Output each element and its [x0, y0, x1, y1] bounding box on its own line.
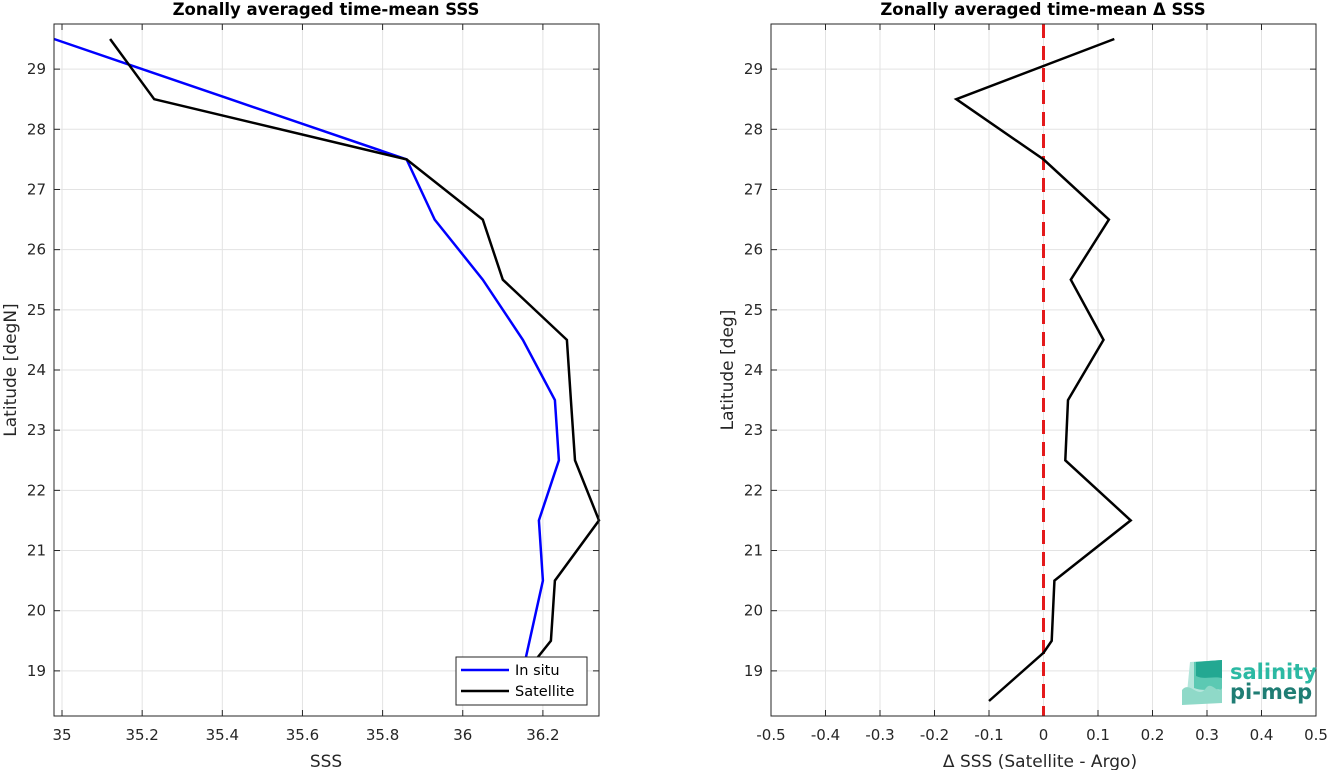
delta-x-tick-label: -0.1	[974, 726, 1003, 744]
delta-sss-panel: -0.5 -0.4 -0.3 -0.2 -0.1 0 0.1 0.2 0.3 0.4 0.5 19 20…	[718, 0, 1328, 770]
sss-x-tick-label: 36	[453, 726, 472, 744]
delta-x-axis-label: Δ SSS (Satellite - Argo)	[943, 752, 1137, 770]
delta-x-tick-label: 0.3	[1195, 726, 1219, 744]
sss-y-tick-label: 25	[27, 301, 46, 319]
sss-x-axis-label: SSS	[310, 752, 342, 770]
delta-y-tick-label: 21	[744, 542, 763, 560]
salinity-pi-mep-logo: salinity pi-mep	[1182, 660, 1317, 705]
legend-satellite-label: Satellite	[515, 684, 574, 700]
delta-x-tick-label: 0.5	[1304, 726, 1328, 744]
delta-y-tick-label: 24	[744, 361, 763, 379]
delta-x-tick-label: -0.5	[756, 726, 785, 744]
delta-x-tick-label: 0.1	[1086, 726, 1110, 744]
sss-y-tick-label: 23	[27, 421, 46, 439]
delta-x-tick-label: -0.4	[811, 726, 840, 744]
sss-satellite-line	[109, 38, 601, 672]
sss-grid	[54, 24, 599, 716]
sss-y-tick-label: 21	[27, 542, 46, 560]
delta-series-lines	[953, 24, 1133, 716]
delta-y-tick-label: 23	[744, 421, 763, 439]
sss-in-situ-line	[53, 37, 561, 672]
sss-y-tick-label: 29	[27, 60, 46, 78]
delta-y-axis-label: Latitude [deg]	[718, 310, 738, 431]
delta-y-tick-label: 22	[744, 481, 763, 499]
sss-y-tick-label: 22	[27, 481, 46, 499]
sss-x-tick-label: 35.6	[286, 726, 319, 744]
logo-text-salinity: salinity	[1230, 660, 1317, 684]
delta-x-tick-label: -0.2	[920, 726, 949, 744]
delta-tick-labels: -0.5 -0.4 -0.3 -0.2 -0.1 0 0.1 0.2 0.3 0.4 0.5 19 20…	[744, 24, 1328, 744]
delta-y-tick-label: 28	[744, 120, 763, 138]
sss-chart-title: Zonally averaged time-mean SSS	[173, 0, 480, 19]
delta-y-tick-label: 27	[744, 180, 763, 198]
sss-y-tick-label: 20	[27, 602, 46, 620]
sss-x-tick-label: 36.2	[526, 726, 559, 744]
delta-y-tick-label: 20	[744, 602, 763, 620]
sss-x-tick-label: 35.2	[125, 726, 158, 744]
sss-x-tick-label: 35.4	[206, 726, 239, 744]
sss-panel: 35 35.2 35.4 35.6 35.8 36 36.2 19 20 21 22 23 24 25 26…	[1, 0, 601, 770]
sss-y-tick-label: 19	[27, 662, 46, 680]
delta-axes-box	[770, 23, 1317, 717]
delta-x-tick-label: 0.2	[1141, 726, 1165, 744]
wave-icon	[1182, 660, 1222, 705]
sss-series-lines	[53, 37, 601, 672]
delta-y-tick-label: 25	[744, 301, 763, 319]
delta-x-tick-label: 0	[1039, 726, 1049, 744]
sss-y-axis-label: Latitude [degN]	[1, 303, 21, 436]
delta-x-tick-label: 0.4	[1250, 726, 1274, 744]
sss-axes-box	[53, 23, 600, 717]
delta-y-tick-label: 19	[744, 662, 763, 680]
logo-text-pi-mep: pi-mep	[1230, 680, 1312, 704]
legend: In situ Satellite	[455, 656, 588, 706]
sss-y-tick-label: 28	[27, 120, 46, 138]
sss-tick-labels: 35 35.2 35.4 35.6 35.8 36 36.2 19 20 21 22 23 24 25 26…	[27, 24, 599, 744]
sss-x-tick-label: 35.8	[366, 726, 399, 744]
legend-in-situ-label: In situ	[515, 663, 560, 679]
sss-x-tick-label: 35	[52, 726, 71, 744]
legend-box	[455, 656, 588, 706]
delta-x-tick-label: -0.3	[865, 726, 894, 744]
sss-y-tick-label: 26	[27, 241, 46, 259]
delta-series-0-line	[953, 37, 1133, 702]
sss-y-tick-label: 24	[27, 361, 46, 379]
delta-chart-title: Zonally averaged time-mean Δ SSS	[880, 0, 1205, 19]
sss-y-tick-label: 27	[27, 180, 46, 198]
delta-y-tick-label: 26	[744, 241, 763, 259]
delta-y-tick-label: 29	[744, 60, 763, 78]
